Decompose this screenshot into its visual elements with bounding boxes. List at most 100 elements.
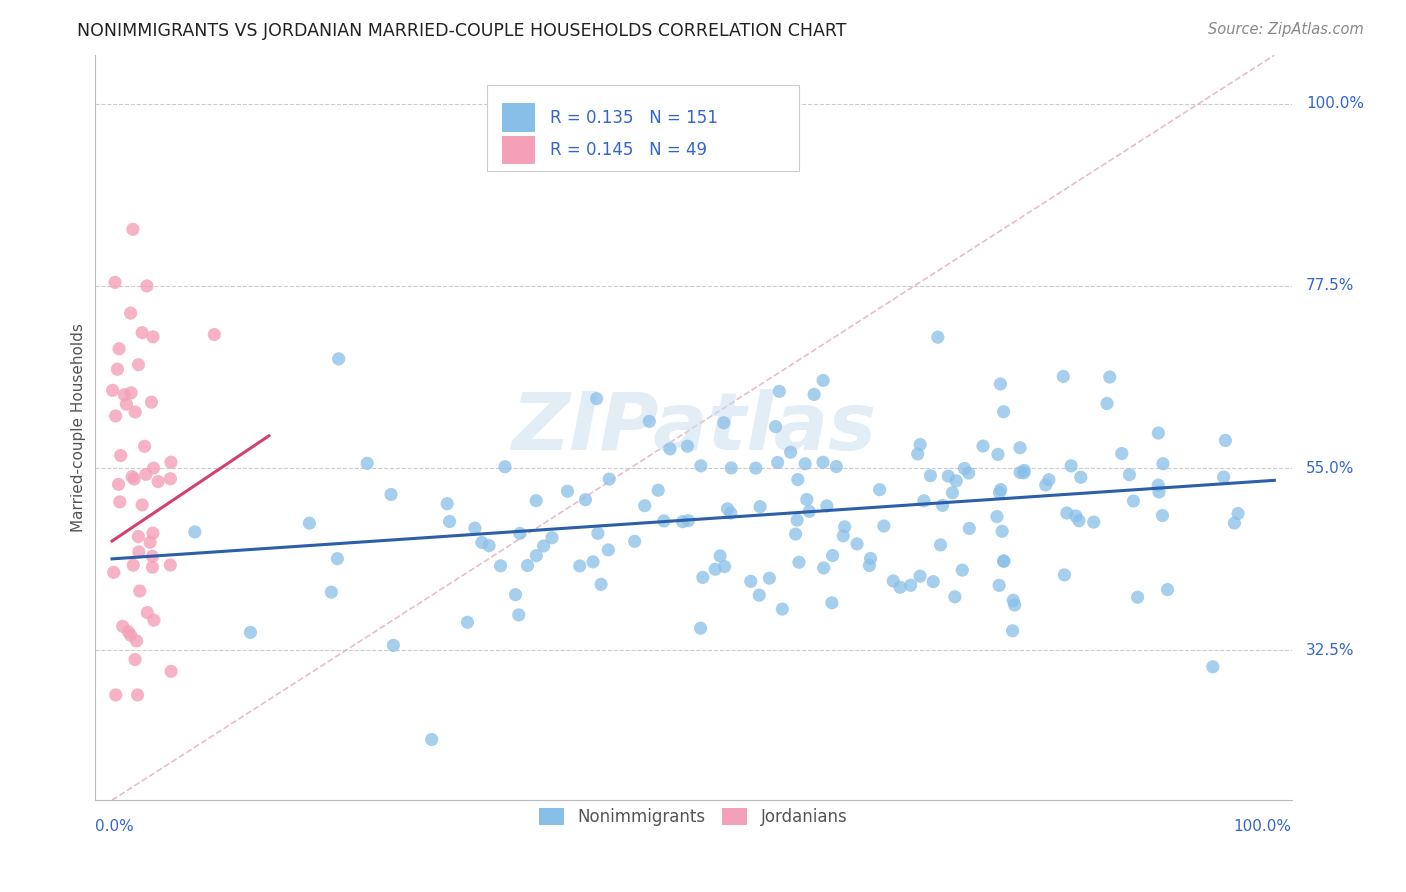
Point: [439, 515, 461, 529]
Point: [1064, 508, 1087, 523]
Point: [142, 461, 165, 475]
Point: [972, 439, 994, 453]
Point: [689, 458, 711, 473]
Point: [659, 442, 682, 456]
Point: [112, 388, 135, 402]
Point: [1098, 370, 1121, 384]
FancyBboxPatch shape: [502, 103, 536, 132]
Point: [104, 688, 127, 702]
Point: [127, 688, 149, 702]
Point: [676, 439, 699, 453]
Point: [184, 524, 207, 539]
Point: [141, 549, 163, 564]
Point: [859, 551, 882, 566]
Point: [720, 461, 742, 475]
Point: [101, 384, 124, 398]
Point: [990, 483, 1012, 497]
Point: [957, 466, 980, 480]
Text: 100.0%: 100.0%: [1306, 96, 1364, 112]
Point: [160, 665, 183, 679]
Point: [356, 456, 378, 470]
Point: [765, 419, 787, 434]
Point: [811, 455, 834, 469]
Point: [598, 472, 620, 486]
Point: [623, 534, 645, 549]
Text: Source: ZipAtlas.com: Source: ZipAtlas.com: [1208, 22, 1364, 37]
Point: [787, 555, 810, 569]
Point: [785, 527, 807, 541]
Point: [1001, 624, 1024, 638]
Point: [813, 561, 835, 575]
Text: 32.5%: 32.5%: [1306, 643, 1354, 658]
Point: [110, 449, 132, 463]
Point: [1126, 591, 1149, 605]
Point: [508, 607, 530, 622]
Point: [124, 405, 146, 419]
Point: [589, 577, 612, 591]
Point: [586, 526, 609, 541]
Point: [846, 537, 869, 551]
Point: [574, 492, 596, 507]
Point: [1012, 466, 1035, 480]
Point: [1067, 514, 1090, 528]
Point: [786, 473, 808, 487]
Point: [298, 516, 321, 531]
Point: [125, 634, 148, 648]
Point: [505, 588, 527, 602]
Point: [122, 558, 145, 573]
Point: [672, 515, 695, 529]
Point: [139, 535, 162, 549]
Point: [927, 330, 949, 344]
Point: [647, 483, 669, 498]
Point: [131, 498, 153, 512]
Point: [135, 279, 157, 293]
Point: [692, 570, 714, 584]
Point: [1060, 458, 1083, 473]
Text: R = 0.145   N = 49: R = 0.145 N = 49: [550, 141, 707, 159]
Point: [821, 596, 844, 610]
Point: [120, 306, 142, 320]
Text: 0.0%: 0.0%: [94, 819, 134, 834]
Point: [382, 638, 405, 652]
Point: [834, 520, 856, 534]
Point: [135, 467, 157, 482]
Point: [1223, 516, 1246, 530]
Point: [748, 588, 770, 602]
Point: [900, 578, 922, 592]
Text: ZIPatlas: ZIPatlas: [510, 389, 876, 467]
Point: [988, 485, 1011, 500]
Point: [478, 539, 501, 553]
Point: [1152, 457, 1174, 471]
Point: [1212, 470, 1234, 484]
Point: [456, 615, 478, 630]
Point: [745, 461, 768, 475]
Point: [104, 409, 127, 423]
Point: [141, 395, 163, 409]
Point: [922, 574, 945, 589]
Point: [1035, 478, 1057, 492]
Point: [122, 472, 145, 486]
Point: [128, 584, 150, 599]
Point: [1122, 494, 1144, 508]
Point: [678, 514, 700, 528]
Point: [920, 468, 942, 483]
Point: [1083, 515, 1105, 529]
Point: [704, 562, 727, 576]
Point: [1147, 425, 1170, 440]
Point: [120, 385, 142, 400]
Point: [794, 457, 817, 471]
Point: [568, 558, 591, 573]
Point: [103, 566, 125, 580]
Point: [464, 521, 486, 535]
Point: [115, 397, 138, 411]
Point: [127, 358, 149, 372]
Point: [1008, 441, 1031, 455]
Point: [907, 447, 929, 461]
Point: [1147, 478, 1170, 492]
Y-axis label: Married-couple Households: Married-couple Households: [72, 323, 86, 533]
Point: [713, 416, 735, 430]
Point: [1202, 660, 1225, 674]
Point: [720, 506, 742, 520]
Point: [128, 545, 150, 559]
Point: [796, 492, 818, 507]
